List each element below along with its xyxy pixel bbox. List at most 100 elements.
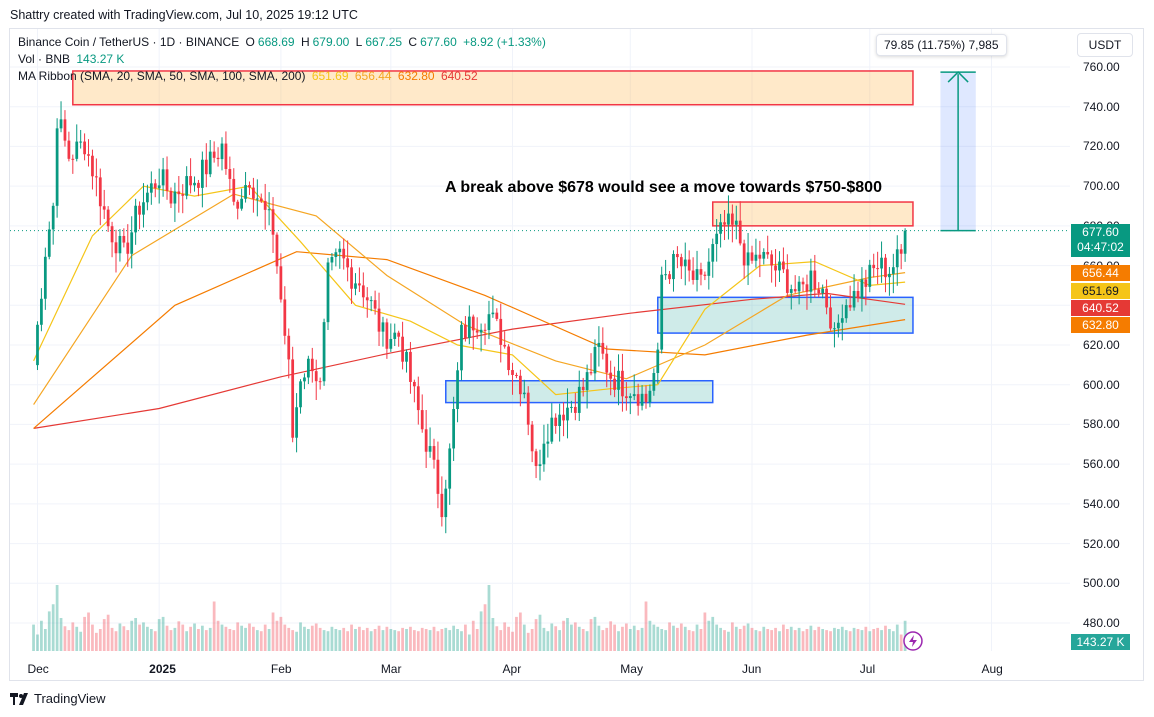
candle-body [114, 242, 118, 254]
volume-bar [852, 627, 856, 651]
volume-bar [189, 626, 192, 651]
price-chart[interactable] [10, 29, 1145, 681]
volume-bar [255, 630, 259, 651]
candle-body [589, 372, 593, 374]
volume-bar [530, 629, 534, 651]
candle-body [660, 274, 664, 350]
volume-bar [668, 622, 671, 651]
volume-bar [487, 585, 491, 651]
candle-body [452, 409, 456, 449]
volume-bar [405, 629, 408, 651]
volume-bar [381, 630, 385, 651]
volume-bar [891, 631, 895, 651]
volume-bar [303, 626, 306, 651]
candle-body [636, 394, 640, 406]
volume-bar [79, 631, 83, 651]
candle-body [55, 128, 59, 206]
candle-body [628, 396, 632, 399]
volume-bar [848, 631, 852, 651]
candle-body [778, 261, 781, 271]
volume-bar [248, 623, 251, 651]
volume-bar [884, 625, 887, 651]
candle-body [687, 259, 691, 271]
candle-body [291, 359, 295, 438]
candle-body [801, 281, 805, 285]
candle-body [573, 406, 577, 413]
candle-body [601, 342, 605, 354]
candle-body [503, 344, 507, 347]
candle-body [342, 248, 346, 259]
candle-body [185, 176, 189, 196]
candle-body [87, 154, 90, 156]
candle-body [71, 158, 75, 160]
candle-body [385, 322, 389, 349]
zones [72, 70, 914, 404]
candle-body [460, 324, 463, 371]
candle-body [522, 392, 526, 395]
volume-bar [730, 622, 734, 651]
candle-body [98, 177, 102, 207]
volume-bar [146, 626, 149, 651]
volume-bar [365, 627, 369, 651]
candle-body [691, 270, 695, 280]
time-tick-label: Dec [27, 662, 49, 676]
candle-body [730, 213, 734, 225]
candle-body [566, 407, 569, 421]
volume-bar [844, 630, 848, 651]
candle-body [754, 254, 758, 261]
support-zone [657, 296, 914, 334]
candle-body [648, 390, 652, 403]
volume-bar [621, 626, 624, 651]
volume-bar [36, 634, 39, 651]
candle-body [672, 253, 675, 280]
candle-body [613, 378, 616, 390]
volume-bar [377, 625, 381, 651]
volume-bar [628, 629, 632, 651]
volume-bar [75, 626, 79, 651]
volume-bar [840, 626, 844, 651]
candle-body [640, 393, 644, 406]
candle-body [471, 316, 475, 331]
volume-bar [126, 630, 130, 651]
volume-bar [169, 630, 173, 651]
volume-bar [43, 629, 47, 651]
candle-body [570, 406, 573, 408]
volume-bar [573, 622, 577, 651]
price-tick-label: 720.00 [1083, 139, 1120, 154]
candle-body [558, 414, 562, 426]
candle-body [632, 394, 636, 397]
volume-bar [699, 629, 703, 651]
time-tick-label: Jun [742, 662, 762, 676]
volume-bar [538, 614, 542, 651]
tradingview-logo[interactable]: TradingView [10, 691, 106, 706]
legend-open: 668.69 [257, 35, 295, 49]
volume-bar [809, 625, 813, 651]
time-tick-label: Aug [981, 662, 1003, 676]
candle-body [821, 288, 825, 294]
volume-bar [102, 619, 106, 651]
legend-ohlc: Binance Coin / TetherUS · 1D · BINANCE O… [18, 35, 549, 49]
candle-body [369, 300, 373, 302]
volume-bar [652, 624, 656, 651]
volume-bar [330, 626, 334, 651]
price-tick-label: 760.00 [1083, 60, 1120, 74]
candle-body [212, 151, 216, 158]
bar-countdown: 04:47:02 [1077, 240, 1124, 254]
candle-body [200, 159, 204, 188]
candle-body [393, 332, 397, 339]
candle-body [872, 264, 876, 269]
volume-bar [193, 623, 196, 651]
candle-body [432, 446, 436, 460]
candle-body [63, 119, 67, 141]
volume-bar [503, 622, 507, 651]
candle-body [173, 191, 177, 204]
volume-bar [161, 616, 165, 651]
candle-body [287, 335, 291, 360]
candle-body [283, 299, 287, 336]
legend-high: 679.00 [312, 35, 350, 49]
candle-body [263, 200, 267, 210]
volume-bar [134, 618, 138, 651]
volume-bar [456, 629, 459, 651]
currency-button[interactable]: USDT [1077, 33, 1133, 57]
candle-body [499, 318, 503, 345]
